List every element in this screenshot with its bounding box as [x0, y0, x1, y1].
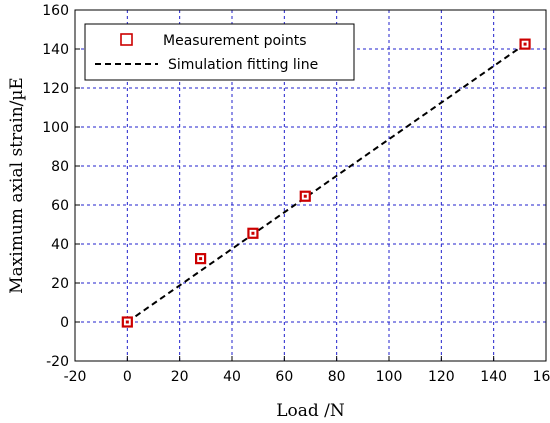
y-tick-label: -20 [46, 354, 69, 370]
y-tick-label: 60 [51, 198, 69, 214]
y-tick-label: 100 [42, 120, 69, 136]
measurement-point-center [199, 257, 203, 261]
y-axis-title: Maximum axial strain/µE [7, 77, 27, 294]
x-tick-label: 160 [533, 369, 550, 385]
x-tick-label: 140 [480, 369, 507, 385]
y-tick-label: 140 [42, 42, 69, 58]
legend-marker-measurement [120, 33, 133, 46]
y-tick-label: 120 [42, 81, 69, 97]
x-tick-label: 0 [123, 369, 132, 385]
y-tick-label: 80 [51, 159, 69, 175]
legend-label-measurement: Measurement points [163, 33, 307, 49]
x-axis-title: Load /N [276, 401, 345, 421]
series [121, 38, 531, 328]
measurement-point-center [523, 42, 527, 46]
y-tick-label: 160 [42, 3, 69, 19]
y-tick-label: 0 [60, 315, 69, 331]
x-tick-label: 100 [376, 369, 403, 385]
measurement-point-center [251, 231, 255, 235]
x-tick-label: 20 [171, 369, 189, 385]
x-tick-label: 40 [223, 369, 241, 385]
x-tick-label: 80 [328, 369, 346, 385]
ticks: -20 0 20 40 60 80 100 120 140 160 -20 0 20 40 60 80 100 1… [42, 3, 550, 385]
x-tick-label: 60 [275, 369, 293, 385]
y-tick-label: 40 [51, 237, 69, 253]
legend: Measurement points Simulation fitting li… [84, 23, 355, 81]
legend-label-fit: Simulation fitting line [168, 57, 318, 73]
x-tick-label: 120 [428, 369, 455, 385]
x-tick-label: -20 [64, 369, 87, 385]
y-tick-label: 20 [51, 276, 69, 292]
plot-frame [74, 9, 547, 362]
fit-line [126, 43, 526, 323]
measurement-point-center [303, 194, 307, 198]
measurement-point-center [125, 320, 129, 324]
